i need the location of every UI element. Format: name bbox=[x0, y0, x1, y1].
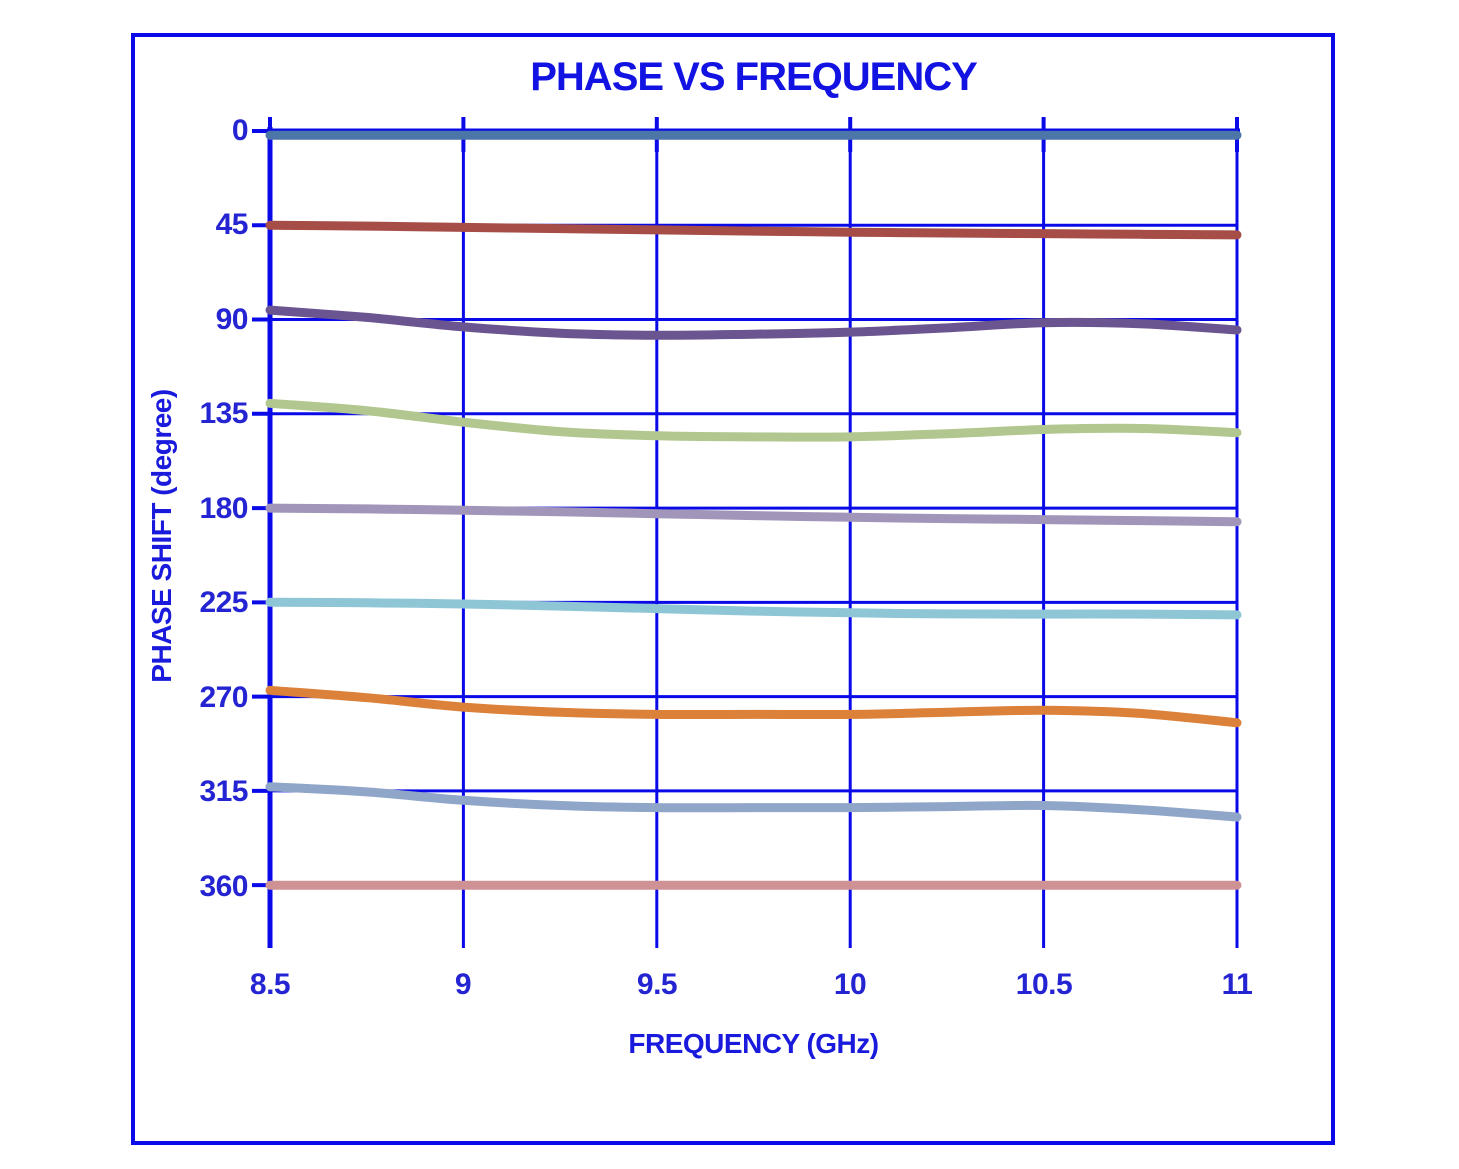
series-line-270-degree-state bbox=[265, 685, 1242, 728]
chart-outer-border bbox=[131, 33, 1335, 1145]
series-line-90-degree-state bbox=[265, 305, 1242, 340]
y-tick-label-180: 180 bbox=[199, 492, 248, 525]
y-axis-title: PHASE SHIFT (degree) bbox=[146, 389, 177, 683]
y-tick-label-90: 90 bbox=[215, 303, 249, 336]
chart-title: PHASE VS FREQUENCY bbox=[530, 55, 978, 99]
y-tick-label-270: 270 bbox=[199, 681, 248, 714]
series-line-315-degree-state bbox=[265, 782, 1242, 822]
x-tick-label-8p5: 8.5 bbox=[249, 968, 291, 1001]
series-line-135-degree-state bbox=[265, 398, 1242, 442]
x-tick-label-10: 10 bbox=[833, 968, 867, 1001]
x-tick-label-9p5: 9.5 bbox=[636, 968, 678, 1001]
y-tick-label-0: 0 bbox=[231, 114, 249, 147]
x-tick-label-11: 11 bbox=[1221, 968, 1253, 1001]
y-tick-label-360: 360 bbox=[199, 870, 248, 903]
x-axis-title: FREQUENCY (GHz) bbox=[628, 1028, 879, 1059]
series-line-45-degree-state bbox=[265, 220, 1242, 240]
series-line-225-degree-state bbox=[265, 597, 1242, 620]
series-line-180-degree-state bbox=[265, 503, 1242, 527]
y-tick-label-45: 45 bbox=[215, 208, 249, 241]
x-tick-label-10p5: 10.5 bbox=[1015, 968, 1073, 1001]
y-tick-label-315: 315 bbox=[199, 775, 248, 808]
y-tick-label-135: 135 bbox=[199, 397, 248, 430]
y-tick-label-225: 225 bbox=[199, 586, 248, 619]
x-tick-label-9: 9 bbox=[454, 968, 472, 1001]
